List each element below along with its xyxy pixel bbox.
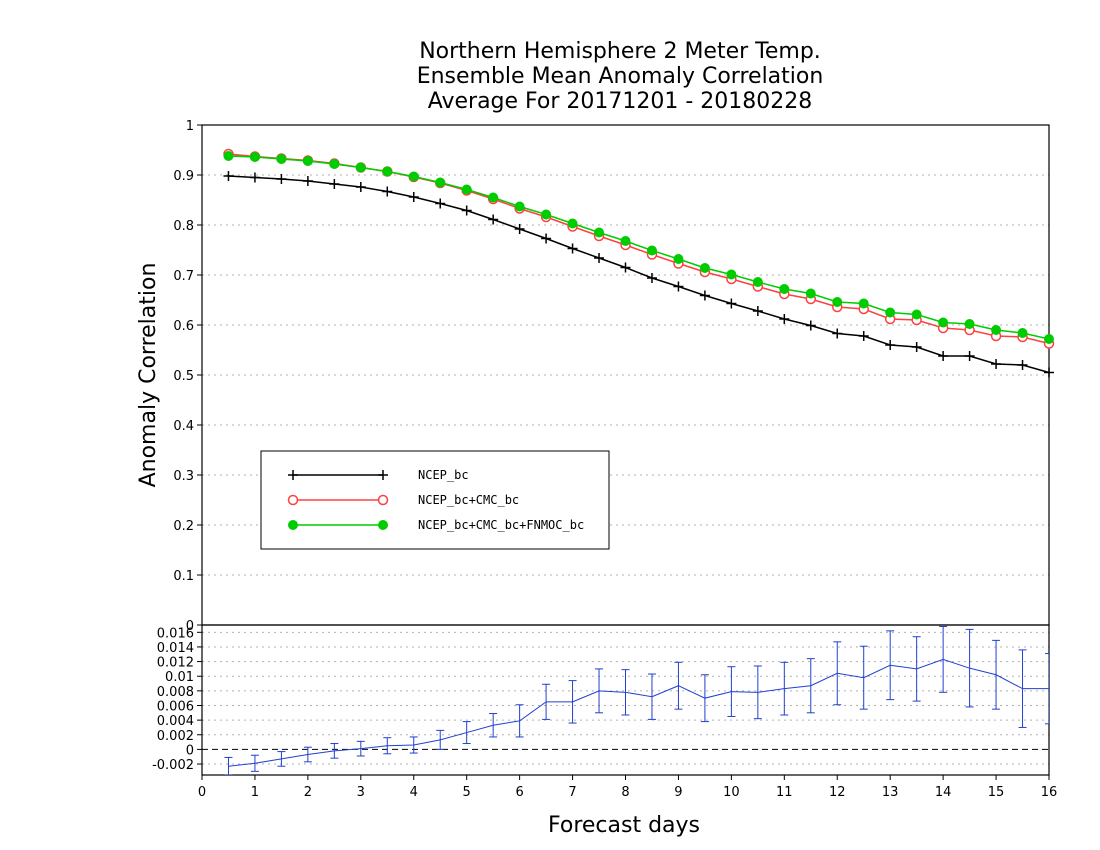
y-tick-label: 0.014 xyxy=(157,641,194,656)
x-tick-label: 9 xyxy=(674,785,682,800)
data-point xyxy=(1017,328,1028,338)
x-tick-label: 2 xyxy=(304,785,312,800)
data-point xyxy=(461,184,472,195)
difference-panel: -0.00200.0020.0040.0060.0080.010.0120.01… xyxy=(152,624,1058,800)
legend: NCEP_bc NCEP_bc+CMC_bc NCEP_bc+CMC_bc+FNMO… xyxy=(260,450,610,550)
x-tick-label: 13 xyxy=(882,785,899,800)
data-point xyxy=(355,162,366,173)
series-line xyxy=(228,658,1049,767)
data-point xyxy=(620,236,631,246)
x-tick-label: 6 xyxy=(515,785,523,800)
data-point xyxy=(832,297,843,307)
chart-title-line: Ensemble Mean Anomaly Correlation xyxy=(417,64,824,89)
data-point xyxy=(302,156,313,166)
y-tick-label: 0.5 xyxy=(173,369,194,384)
chart-title-line: Average For 20171201 - 20180228 xyxy=(428,89,813,114)
data-point xyxy=(288,520,298,530)
y-tick-label: 0.9 xyxy=(173,169,194,184)
y-tick-label: 0.1 xyxy=(173,569,194,584)
x-tick-label: 16 xyxy=(1041,785,1058,800)
data-point xyxy=(991,325,1002,335)
data-point xyxy=(752,277,763,287)
y-tick-label: 0.016 xyxy=(157,626,194,641)
y-tick-label: 0.01 xyxy=(165,670,194,685)
x-axis-label: Forecast days xyxy=(548,813,700,838)
data-point xyxy=(567,218,578,229)
data-point xyxy=(223,151,234,161)
data-point xyxy=(1044,334,1054,344)
x-tick-label: 0 xyxy=(198,785,206,800)
legend-label: NCEP_bc xyxy=(418,468,469,482)
y-axis-label: Anomaly Correlation xyxy=(136,263,161,488)
data-point xyxy=(805,288,816,299)
data-point xyxy=(488,192,499,203)
data-point xyxy=(435,177,446,188)
data-point xyxy=(249,152,260,162)
series-line xyxy=(228,175,1050,374)
data-point xyxy=(408,171,419,182)
x-tick-label: 11 xyxy=(776,785,793,800)
legend-label: NCEP_bc+CMC_bc xyxy=(418,493,519,507)
y-tick-label: 0.4 xyxy=(173,419,194,434)
data-point xyxy=(377,494,389,506)
chart-title-line: Northern Hemisphere 2 Meter Temp. xyxy=(419,39,821,64)
data-point xyxy=(885,307,896,318)
x-tick-label: 15 xyxy=(988,785,1005,800)
data-point xyxy=(779,284,790,294)
series-line xyxy=(228,155,1050,340)
y-tick-label: 0.004 xyxy=(157,714,194,729)
y-tick-label: 0.7 xyxy=(173,269,194,284)
x-tick-label: 12 xyxy=(829,785,846,800)
x-tick-label: 10 xyxy=(723,785,740,800)
x-tick-label: 5 xyxy=(463,785,471,800)
data-point xyxy=(938,317,949,328)
data-point xyxy=(287,494,299,506)
data-point xyxy=(514,201,525,212)
chart-title: Northern Hemisphere 2 Meter Temp.Ensembl… xyxy=(417,39,824,114)
y-tick-label: 0.006 xyxy=(157,699,194,714)
data-point xyxy=(911,309,922,320)
y-tick-label: 0.2 xyxy=(173,519,194,534)
x-tick-label: 3 xyxy=(357,785,365,800)
y-tick-label: -0.002 xyxy=(152,758,194,773)
y-tick-label: 0.8 xyxy=(173,219,194,234)
x-tick-label: 14 xyxy=(935,785,952,800)
data-point xyxy=(378,520,388,530)
series-1 xyxy=(223,171,1054,378)
data-point xyxy=(329,159,340,169)
data-point xyxy=(726,269,737,280)
y-tick-label: 0.012 xyxy=(157,656,194,671)
y-tick-label: 0.008 xyxy=(157,685,194,700)
legend-label: NCEP_bc+CMC_bc+FNMOC_bc xyxy=(418,518,584,532)
series-line xyxy=(228,153,1050,345)
data-point xyxy=(646,245,657,256)
y-tick-label: 0 xyxy=(186,619,194,634)
anomaly-correlation-panel: 0 0.1 0.2 0.3 0.4 0.5 0.6 0.7 0.8 0.9 1 xyxy=(173,119,1055,634)
data-point xyxy=(594,227,605,238)
series-3 xyxy=(223,151,1054,344)
x-tick-label: 1 xyxy=(251,785,259,800)
data-point xyxy=(858,298,869,309)
data-point xyxy=(382,166,393,177)
data-point xyxy=(699,263,710,273)
y-tick-label: 0 xyxy=(186,743,194,758)
data-point xyxy=(964,319,975,329)
x-tick-label: 4 xyxy=(410,785,418,800)
x-tick-label: 7 xyxy=(568,785,576,800)
data-point xyxy=(673,254,684,264)
data-point xyxy=(276,154,287,164)
y-tick-label: 0.002 xyxy=(157,729,194,744)
difference-series xyxy=(224,625,1049,775)
x-tick-label: 8 xyxy=(621,785,629,800)
y-tick-label: 0.6 xyxy=(173,319,194,334)
y-tick-label: 0.3 xyxy=(173,469,194,484)
data-point xyxy=(541,209,552,220)
y-tick-label: 1 xyxy=(186,119,194,134)
